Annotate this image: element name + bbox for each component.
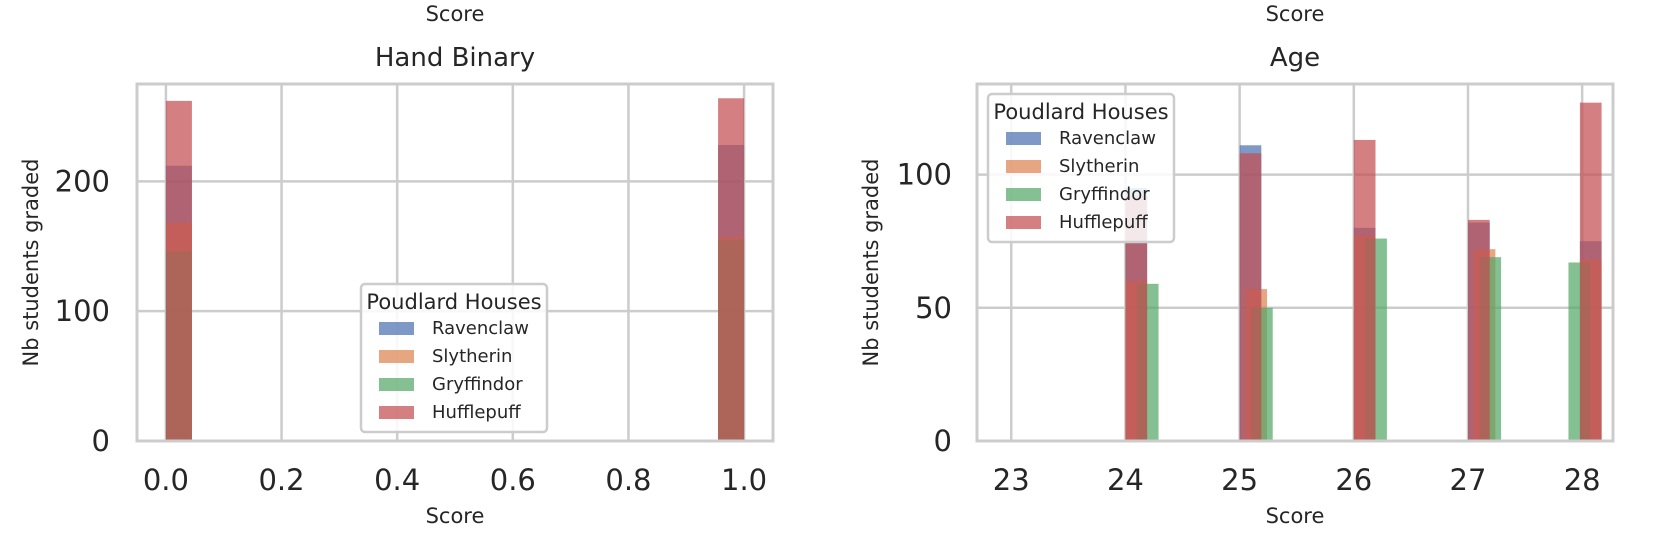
x-axis-label: Score [426, 504, 485, 528]
legend-entry-hufflepuff: Hufflepuff [1059, 212, 1148, 233]
y-tick-label: 200 [55, 164, 110, 198]
x-axis-label: Score [1266, 504, 1325, 528]
y-axis-label: Nb students graded [19, 158, 43, 366]
x-tick-label: 0.0 [143, 463, 189, 497]
histogram-bar-hufflepuff [1467, 219, 1490, 441]
legend-entry-hufflepuff: Hufflepuff [432, 402, 521, 423]
histogram-bar-hufflepuff [1239, 153, 1262, 441]
legend-title: Poudlard Houses [366, 290, 541, 314]
x-tick-label: 0.6 [490, 463, 536, 497]
legend-swatch-gryffindor [1006, 188, 1041, 201]
plot-frame [975, 82, 1615, 443]
x-tick-label: 0.4 [374, 463, 420, 497]
legend-entry-slytherin: Slytherin [1059, 156, 1139, 177]
legend-title: Poudlard Houses [993, 100, 1168, 124]
x-tick-label: 25 [1221, 463, 1258, 497]
legend-swatch-hufflepuff [1006, 216, 1041, 229]
histogram-bar-hufflepuff [1579, 102, 1602, 441]
legend-box [359, 282, 549, 434]
legend-swatch-hufflepuff [379, 406, 414, 419]
legend-entry-gryffindor: Gryffindor [1059, 184, 1150, 205]
histogram-bar-hufflepuff [718, 98, 745, 441]
top-score-label: Score [1266, 2, 1325, 26]
y-tick-label: 0 [92, 424, 110, 458]
plot-frame [135, 82, 775, 443]
chart-title: Age [1270, 43, 1320, 73]
x-tick-label: 1.0 [721, 463, 767, 497]
x-tick-label: 26 [1335, 463, 1372, 497]
x-tick-label: 0.2 [258, 463, 304, 497]
legend-box [986, 92, 1176, 244]
chart-title: Hand Binary [375, 43, 535, 73]
legend-swatch-ravenclaw [1006, 132, 1041, 145]
y-axis-label: Nb students graded [859, 158, 883, 366]
x-tick-label: 23 [993, 463, 1030, 497]
y-tick-label: 100 [55, 294, 110, 328]
histogram-bar-hufflepuff [1125, 195, 1148, 441]
x-tick-label: 28 [1564, 463, 1601, 497]
legend-entry-ravenclaw: Ravenclaw [1059, 128, 1156, 149]
y-tick-label: 100 [897, 158, 952, 192]
histogram-bar-hufflepuff [165, 100, 192, 441]
legend-entry-slytherin: Slytherin [432, 346, 512, 367]
y-tick-label: 50 [915, 291, 952, 325]
legend-swatch-slytherin [379, 350, 414, 363]
x-tick-label: 27 [1450, 463, 1487, 497]
y-tick-label: 0 [934, 424, 952, 458]
legend-swatch-slytherin [1006, 160, 1041, 173]
x-tick-label: 24 [1107, 463, 1144, 497]
histogram-bar-hufflepuff [1353, 139, 1376, 441]
x-tick-label: 0.8 [605, 463, 651, 497]
legend-entry-ravenclaw: Ravenclaw [432, 318, 529, 339]
legend-entry-gryffindor: Gryffindor [432, 374, 523, 395]
legend-swatch-gryffindor [379, 378, 414, 391]
legend-swatch-ravenclaw [379, 322, 414, 335]
top-score-label: Score [426, 2, 485, 26]
